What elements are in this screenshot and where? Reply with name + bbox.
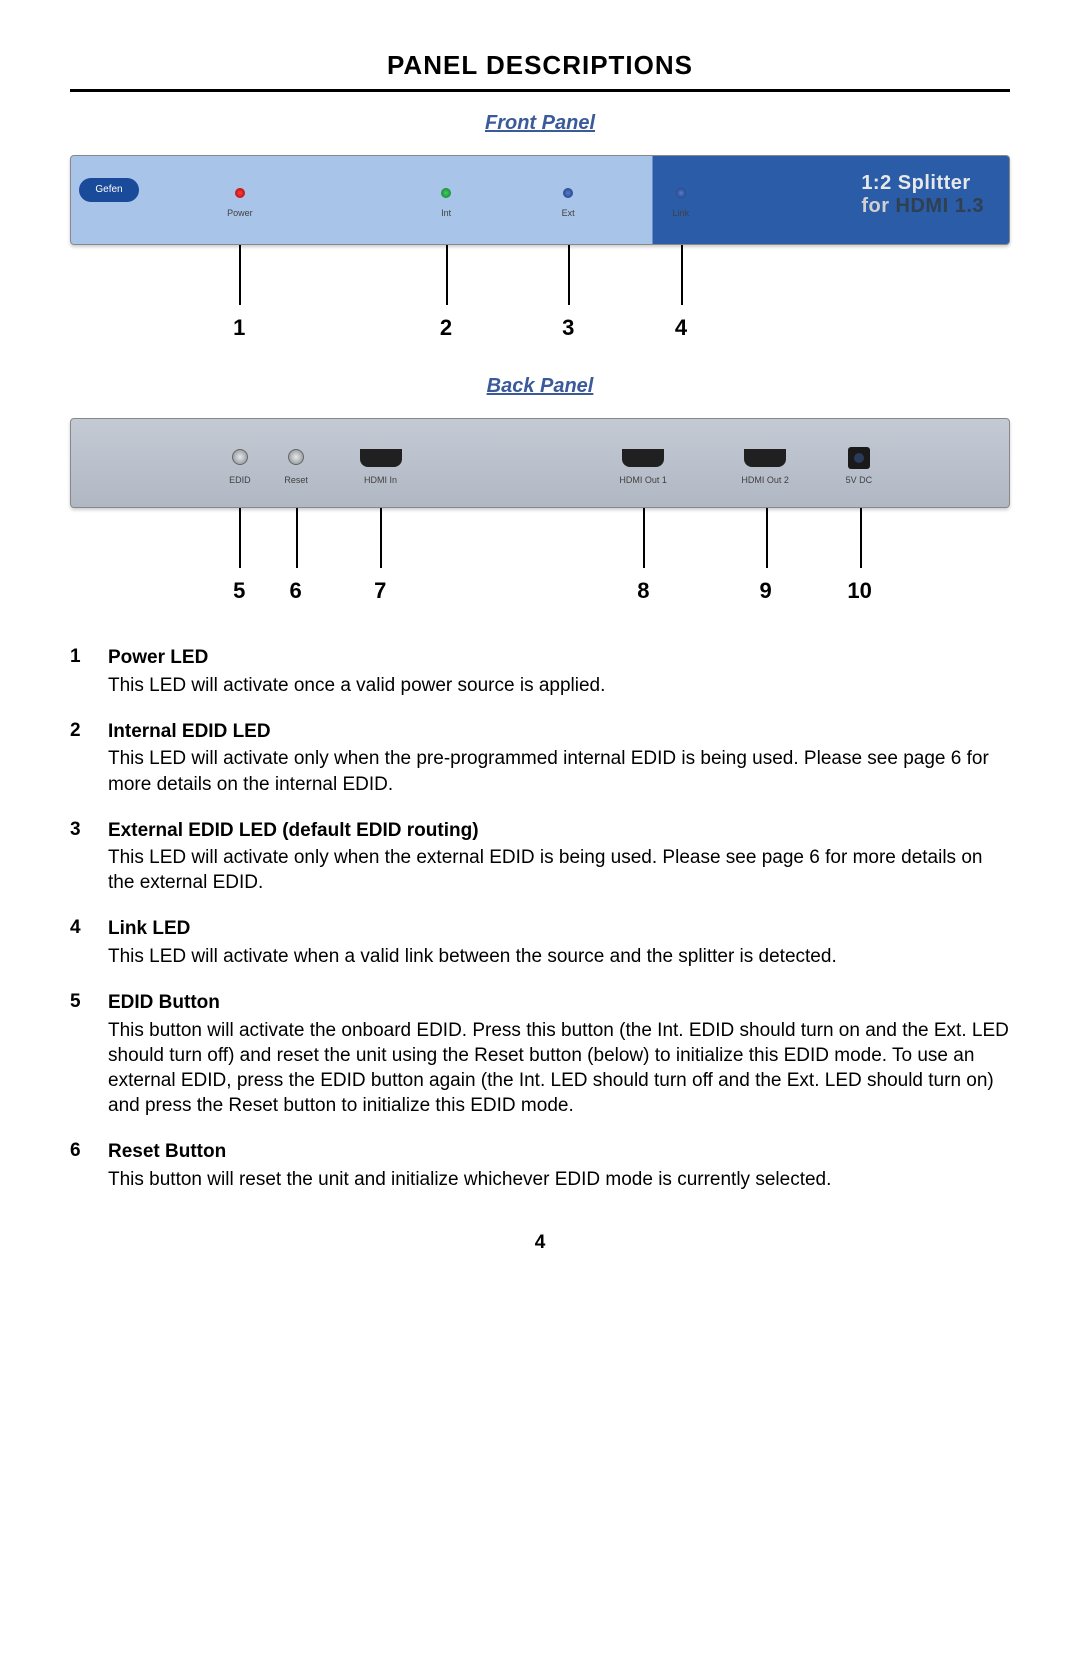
page-number: 4 [70,1232,1010,1254]
front-callouts: 1 2 3 4 [70,245,1010,365]
callout-line [766,508,768,568]
description-number: 3 [70,819,108,896]
front-led-label-link: Link [672,208,689,218]
description-item-3: 3External EDID LED (default EDID routing… [70,819,1010,896]
back-panel-section: EDID Reset HDMI In HDMI Out 1 HDMI Out 2 5V D… [70,418,1010,628]
description-title: External EDID LED (default EDID routing) [108,819,1010,844]
front-panel-label: Front Panel [70,112,1010,135]
callout-number-7: 7 [374,578,386,604]
description-number: 1 [70,646,108,698]
product-line2-main: HDMI [896,195,949,217]
description-number: 4 [70,917,108,969]
product-line2-suffix: 1.3 [949,195,984,217]
back-port-label: HDMI Out 1 [619,475,667,485]
description-item-1: 1Power LEDThis LED will activate once a … [70,646,1010,698]
front-led-label-int: Int [441,208,451,218]
description-number: 2 [70,720,108,797]
description-title: Internal EDID LED [108,720,1010,745]
back-port-hdmi-out-2 [744,449,786,467]
front-led-power [235,188,245,198]
description-title: EDID Button [108,991,1010,1016]
back-port-reset [288,449,304,465]
front-led-link [676,188,686,198]
back-port-label: HDMI Out 2 [741,475,789,485]
front-panel-device: Gefen Power Int Ext Link 1:2 Splitter for H… [70,155,1010,245]
callout-number-8: 8 [637,578,649,604]
description-text: This LED will activate only when the pre… [108,746,1010,796]
description-title: Link LED [108,917,1010,942]
back-port-edid [232,449,248,465]
description-text: This button will activate the onboard ED… [108,1018,1010,1118]
description-text: This LED will activate when a valid link… [108,944,1010,969]
callout-number-2: 2 [440,315,452,341]
description-item-4: 4Link LEDThis LED will activate when a v… [70,917,1010,969]
callout-number-3: 3 [562,315,574,341]
product-line2-prefix: for [861,195,895,217]
back-panel-device: EDID Reset HDMI In HDMI Out 1 HDMI Out 2 5V D… [70,418,1010,508]
description-text: This LED will activate only when the ext… [108,845,1010,895]
callout-number-10: 10 [847,578,871,604]
callout-number-5: 5 [233,578,245,604]
description-text: This button will reset the unit and init… [108,1167,1010,1192]
callout-number-4: 4 [675,315,687,341]
callout-line [380,508,382,568]
callout-line [681,245,683,305]
callout-line [643,508,645,568]
product-name-text: 1:2 Splitter for HDMI 1.3 [861,172,984,218]
callout-number-6: 6 [289,578,301,604]
description-text: This LED will activate once a valid powe… [108,673,1010,698]
front-led-label-power: Power [227,208,253,218]
back-port-hdmi-in [360,449,402,467]
back-port-label: Reset [284,475,308,485]
callout-number-9: 9 [759,578,771,604]
callout-line [446,245,448,305]
description-body: EDID ButtonThis button will activate the… [108,991,1010,1118]
callout-line [239,508,241,568]
description-title: Reset Button [108,1140,1010,1165]
front-led-label-ext: Ext [562,208,575,218]
description-item-6: 6Reset ButtonThis button will reset the … [70,1140,1010,1192]
description-item-2: 2Internal EDID LEDThis LED will activate… [70,720,1010,797]
back-port-hdmi-out-1 [622,449,664,467]
back-port-5v-dc [848,447,870,469]
description-number: 6 [70,1140,108,1192]
page-title: PANEL DESCRIPTIONS [70,50,1010,89]
brand-logo: Gefen [79,178,139,202]
callout-line [860,508,862,568]
description-body: Internal EDID LEDThis LED will activate … [108,720,1010,797]
callout-line [568,245,570,305]
callout-number-1: 1 [233,315,245,341]
back-panel-label: Back Panel [70,375,1010,398]
description-body: Link LEDThis LED will activate when a va… [108,917,1010,969]
back-callouts: 5 6 7 8 9 10 [70,508,1010,628]
front-panel-section: Gefen Power Int Ext Link 1:2 Splitter for H… [70,155,1010,365]
callout-line [239,245,241,305]
description-title: Power LED [108,646,1010,671]
back-port-label: HDMI In [364,475,397,485]
description-number: 5 [70,991,108,1118]
callout-line [296,508,298,568]
description-body: Reset ButtonThis button will reset the u… [108,1140,1010,1192]
descriptions-list: 1Power LEDThis LED will activate once a … [70,646,1010,1192]
description-body: External EDID LED (default EDID routing)… [108,819,1010,896]
product-line1: 1:2 Splitter [861,172,970,194]
front-led-int [441,188,451,198]
back-port-label: EDID [229,475,251,485]
title-rule [70,89,1010,92]
back-port-label: 5V DC [846,475,873,485]
description-body: Power LEDThis LED will activate once a v… [108,646,1010,698]
front-led-ext [563,188,573,198]
description-item-5: 5EDID ButtonThis button will activate th… [70,991,1010,1118]
